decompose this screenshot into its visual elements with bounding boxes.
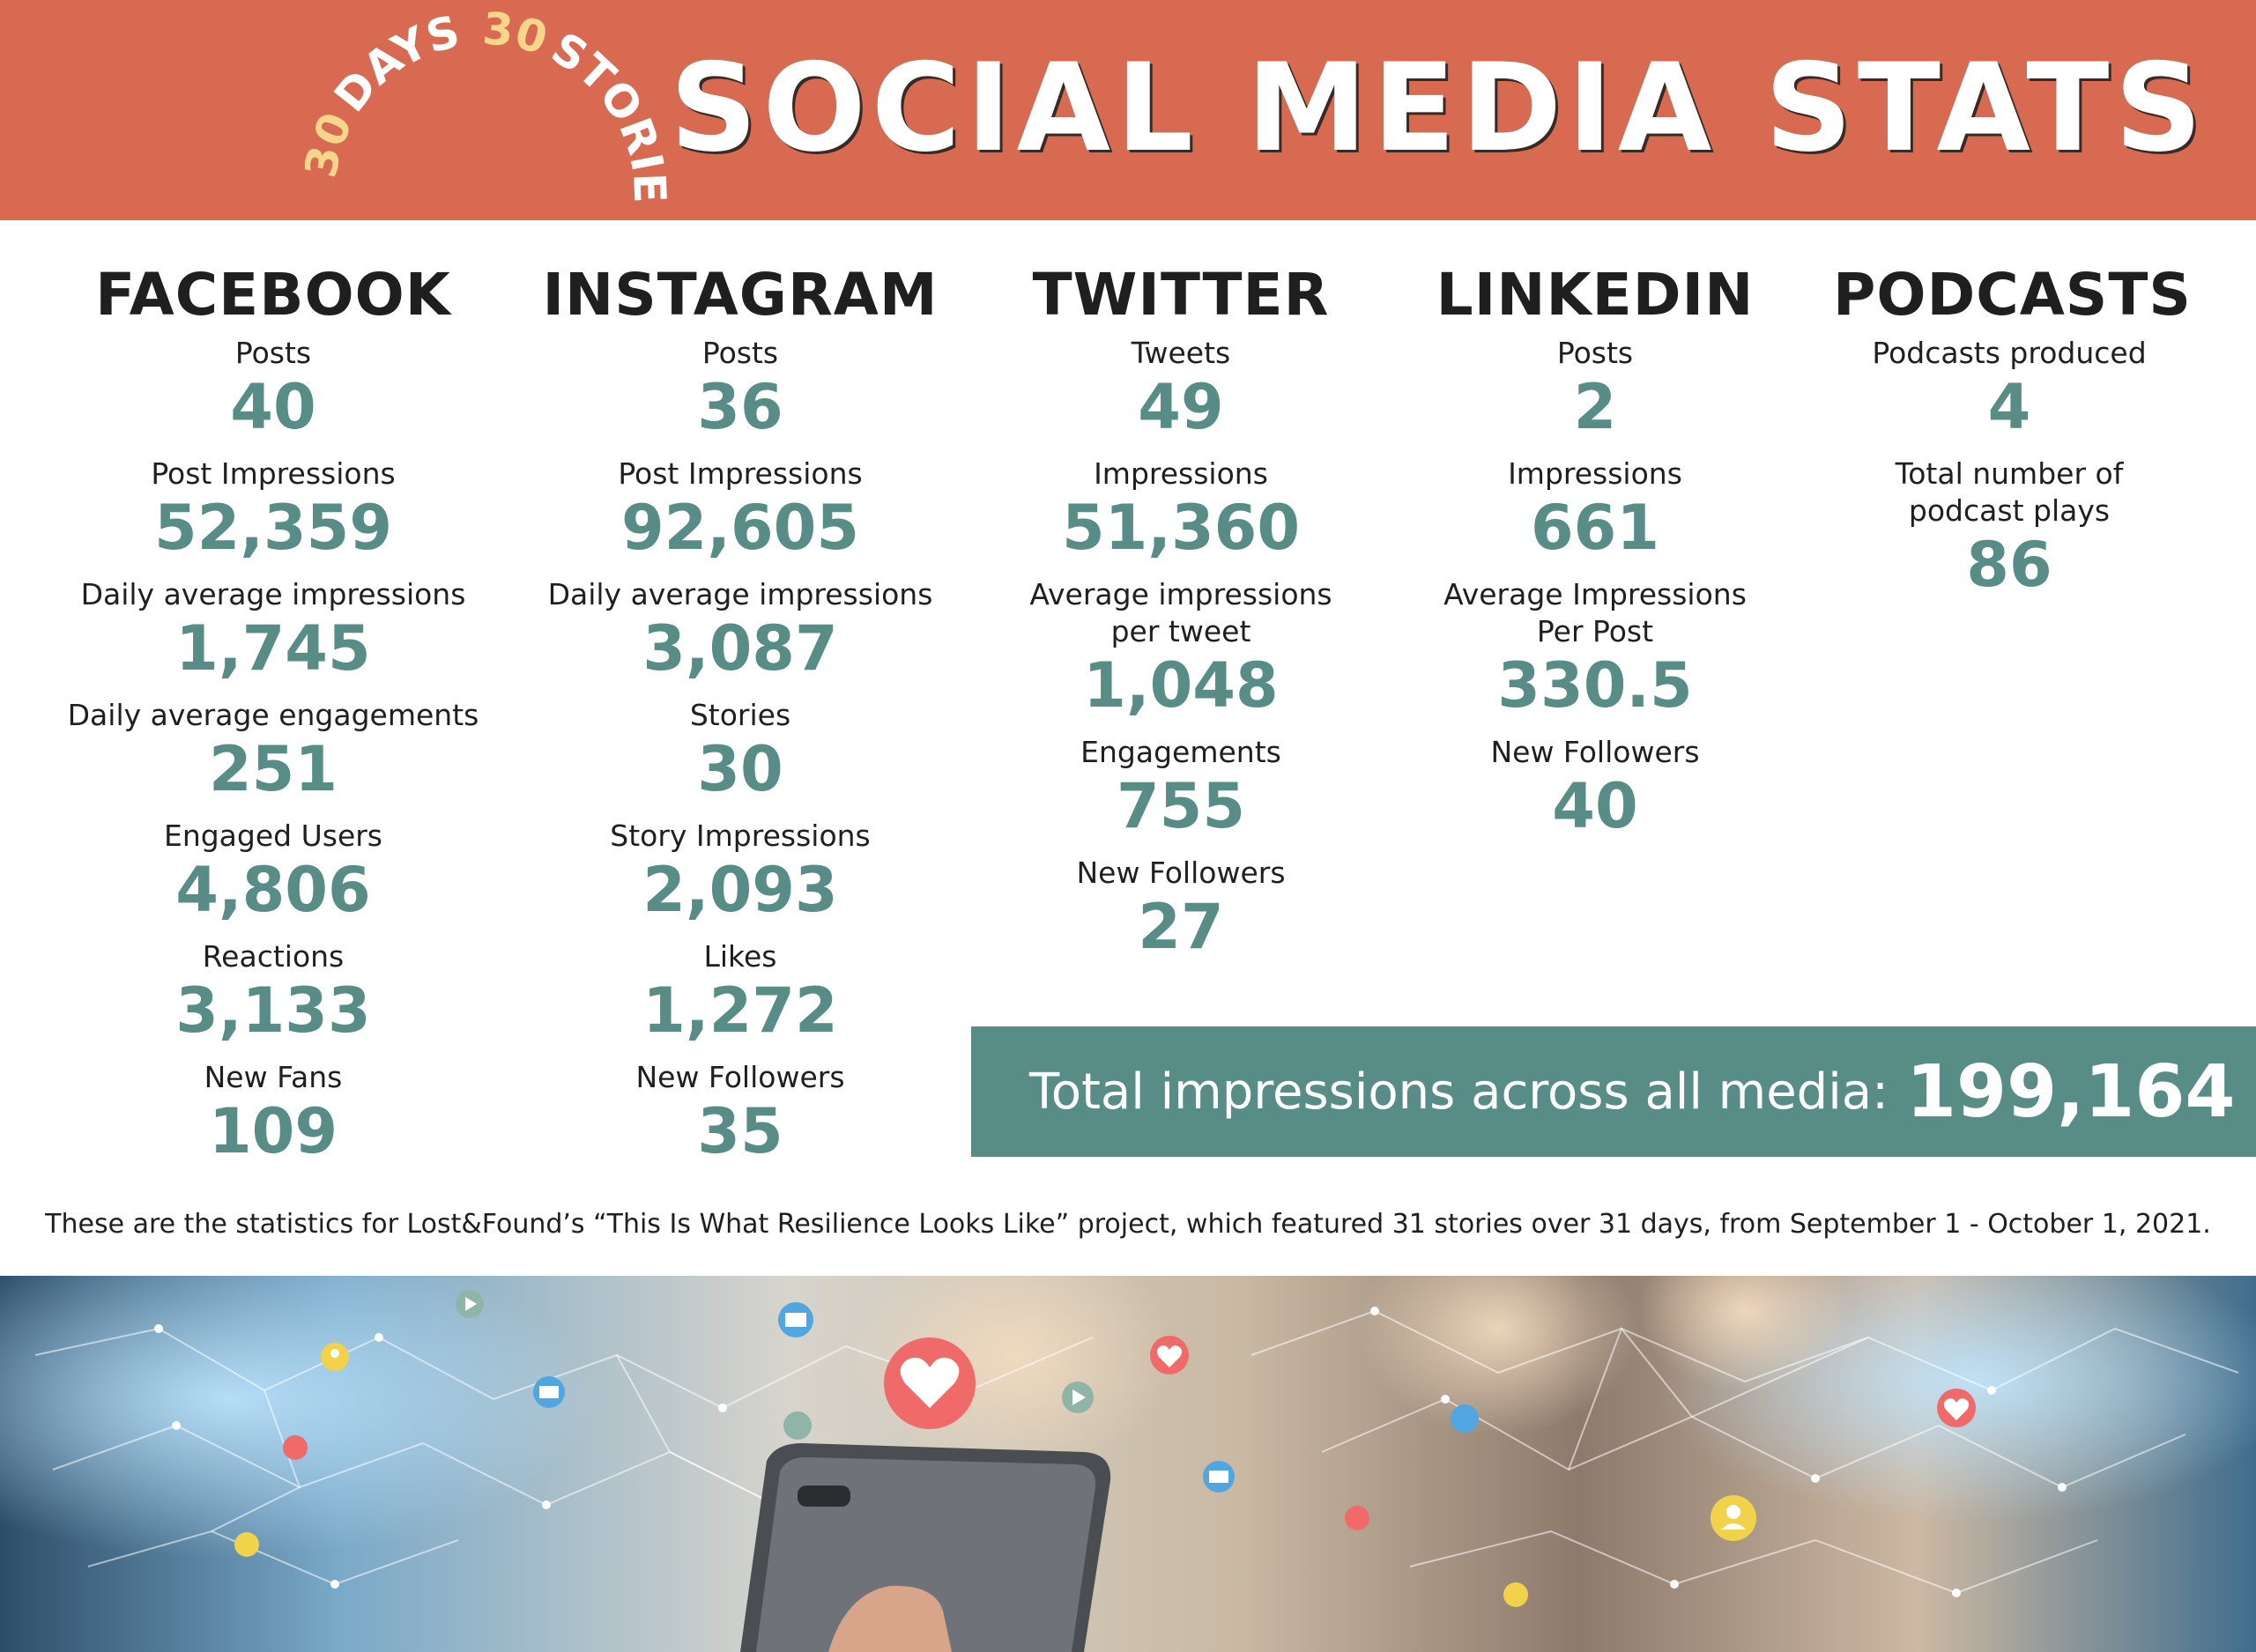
stat-label: Engagements [1080, 735, 1281, 769]
podcasts-column: PODCASTS Podcasts produced 4 Total numbe… [1833, 256, 2192, 613]
stat-value: 330.5 [1497, 649, 1693, 722]
mail-icon [778, 1302, 813, 1337]
stat-label: Tweets [1131, 336, 1231, 370]
stat-value: 86 [1966, 529, 2052, 601]
column-title: LINKEDIN [1436, 261, 1755, 329]
stat-label: New Followers [1076, 856, 1286, 890]
stat-label: New Followers [1490, 735, 1700, 769]
network-illustration [0, 1276, 2256, 1652]
play-icon [456, 1290, 484, 1318]
total-impressions-value: 199,164 [1905, 1049, 2236, 1134]
user-icon [234, 1532, 259, 1557]
stat-value: 27 [1138, 891, 1224, 963]
stat-label: Daily average engagements [67, 698, 479, 732]
arc-days-number: 30 [295, 106, 363, 182]
stat-value: 3,133 [175, 974, 371, 1047]
linkedin-column: LINKEDIN Posts 2 Impressions 661 Average… [1419, 256, 1771, 855]
stat-value: 51,360 [1061, 492, 1301, 564]
stat-label: Posts [234, 336, 312, 370]
arc-days-word: DAYS [324, 6, 464, 122]
play-icon [783, 1411, 812, 1440]
heart-icon [1937, 1389, 1976, 1427]
stat-value: 1,272 [642, 974, 838, 1047]
stat-label: Story Impressions [610, 819, 871, 853]
stat-label: Daily average impressions [80, 577, 466, 611]
stat-value: 52,359 [153, 492, 393, 564]
stat-label: Total number of podcast plays [1895, 456, 2124, 528]
facebook-column: FACEBOOK Posts 40 Post Impressions 52,35… [62, 256, 485, 1180]
stat-value: 40 [230, 371, 316, 443]
stat-label: Average Impressions Per Post [1443, 577, 1747, 648]
user-icon [321, 1343, 349, 1371]
stat-value: 30 [697, 733, 783, 805]
stat-value: 92,605 [620, 492, 860, 564]
stat-label: Posts [701, 336, 779, 370]
stat-value: 109 [208, 1095, 338, 1167]
user-icon [1503, 1582, 1528, 1607]
stat-value: 49 [1138, 371, 1224, 443]
instagram-column: INSTAGRAM Posts 36 Post Impressions 92,6… [529, 256, 952, 1180]
column-title: TWITTER [1032, 261, 1330, 329]
heart-icon [1345, 1506, 1369, 1530]
heart-icon [884, 1337, 976, 1429]
play-icon [1062, 1382, 1094, 1413]
stat-value: 40 [1552, 770, 1638, 842]
column-title: INSTAGRAM [542, 261, 939, 329]
smartphone [740, 1443, 1111, 1652]
thirty-days-thirty-stories-arc: 30DAYS 30STORIES [284, 0, 675, 204]
stat-value: 1,048 [1083, 649, 1279, 722]
twitter-column: TWITTER Tweets 49 Impressions 51,360 Ave… [1005, 256, 1357, 975]
stat-label: Average impressions per tweet [1029, 577, 1332, 648]
hand [828, 1585, 952, 1652]
stat-value: 251 [208, 733, 338, 805]
stat-label: Likes [703, 939, 777, 974]
stat-value: 1,745 [175, 612, 371, 685]
stat-value: 4 [1987, 371, 2031, 443]
column-title: PODCASTS [1833, 261, 2192, 329]
mail-icon [1451, 1404, 1479, 1433]
column-title: FACEBOOK [95, 261, 451, 329]
page-title: SOCIAL MEDIA STATS [670, 37, 2208, 179]
stat-value: 2,093 [642, 854, 838, 926]
stat-label: New Followers [635, 1060, 845, 1094]
stat-label: Post Impressions [618, 456, 863, 491]
header-banner: 30DAYS 30STORIES SOCIAL MEDIA STATS [0, 0, 2256, 220]
stat-value: 4,806 [175, 854, 371, 926]
mail-icon [1203, 1461, 1235, 1493]
mail-icon [533, 1376, 565, 1408]
stat-label: Impressions [1508, 456, 1682, 491]
stat-label: Daily average impressions [547, 577, 933, 611]
stat-label: Impressions [1094, 456, 1268, 491]
stat-value: 755 [1116, 770, 1246, 842]
stat-label: Reactions [202, 939, 345, 974]
heart-icon [283, 1435, 308, 1460]
stat-label: Posts [1556, 336, 1634, 370]
arc-stories-number: 30 [480, 3, 553, 64]
total-impressions-bar: Total impressions across all media: 199,… [971, 1026, 2256, 1157]
stat-value: 2 [1573, 371, 1617, 443]
stat-value: 3,087 [642, 612, 838, 685]
user-icon [1711, 1495, 1756, 1541]
heart-icon [1150, 1336, 1189, 1374]
social-network-photo [0, 1276, 2256, 1652]
total-impressions-label: Total impressions across all media: [1029, 1063, 1889, 1121]
stat-label: Engaged Users [163, 819, 383, 853]
stat-value: 661 [1530, 492, 1660, 564]
stat-label: Podcasts produced [1872, 336, 2147, 370]
stat-value: 36 [697, 371, 783, 443]
stat-label: Post Impressions [151, 456, 396, 491]
stat-label: Stories [689, 698, 791, 732]
footnote: These are the statistics for Lost&Found’… [45, 1209, 2211, 1240]
stat-label: New Fans [204, 1060, 343, 1094]
stat-value: 35 [697, 1095, 783, 1167]
